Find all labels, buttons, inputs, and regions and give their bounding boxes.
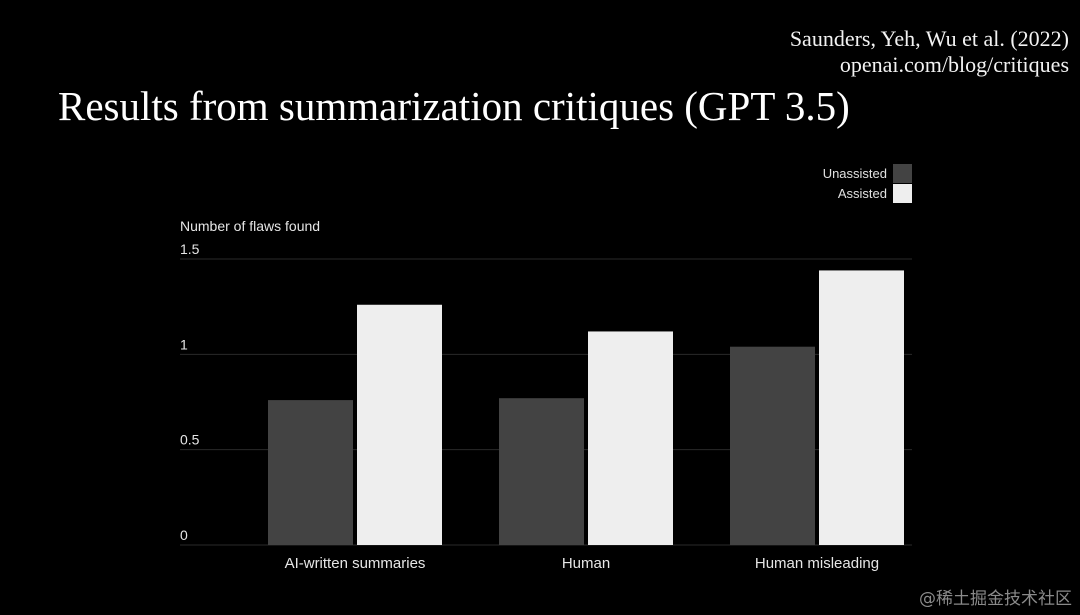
x-category-label: AI-written summaries: [285, 555, 426, 572]
bar-unassisted: [730, 346, 815, 545]
watermark: @稀土掘金技术社区: [919, 589, 1072, 609]
y-axis-title: Number of flaws found: [180, 218, 320, 234]
legend-item-unassisted: Unassisted: [800, 163, 912, 183]
x-category-label: Human: [562, 555, 610, 572]
y-tick-label: 1.5: [180, 241, 200, 257]
legend-swatch-unassisted: [893, 163, 912, 183]
slide-title: Results from summarization critiques (GP…: [58, 83, 850, 129]
legend-label-assisted: Assisted: [837, 185, 887, 201]
y-tick-label: 1: [180, 336, 188, 352]
chart-labels: Number of flaws found 0 0.5 1 1.5 AI-written …: [180, 218, 879, 572]
y-tick-label: 0: [180, 527, 188, 543]
chart-bars: [268, 270, 904, 545]
y-tick-label: 0.5: [180, 432, 200, 448]
legend-swatch-assisted: [893, 183, 912, 203]
x-category-label: Human misleading: [755, 555, 879, 572]
legend-label-unassisted: Unassisted: [822, 165, 887, 181]
bar-unassisted: [499, 398, 584, 545]
chart-legend: Unassisted Assisted: [800, 163, 912, 203]
bar-assisted: [819, 270, 904, 545]
citation-authors: Saunders, Yeh, Wu et al. (2022): [789, 26, 1069, 51]
bar-assisted: [357, 304, 442, 545]
bar-assisted: [588, 331, 673, 545]
legend-item-assisted: Assisted: [800, 183, 912, 203]
citation-url: openai.com/blog/critiques: [839, 52, 1069, 77]
bar-unassisted: [268, 400, 353, 545]
citation: Saunders, Yeh, Wu et al. (2022) openai.c…: [790, 26, 1069, 78]
